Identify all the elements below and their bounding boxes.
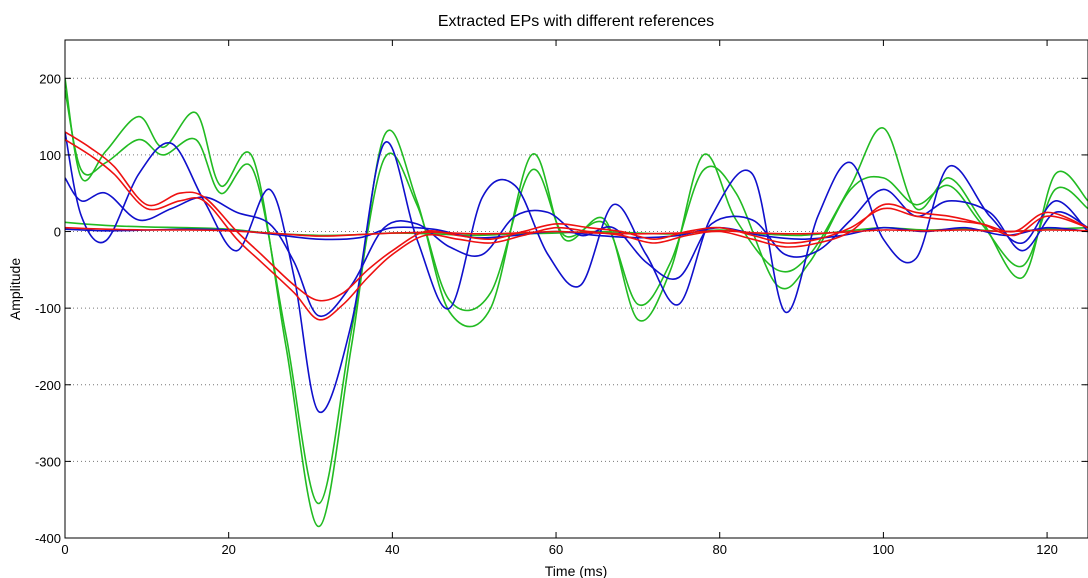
x-tick-label: 60 <box>549 542 563 557</box>
x-tick-label: 100 <box>873 542 895 557</box>
y-tick-label: -300 <box>35 454 61 469</box>
series-line-red-7 <box>65 138 1088 321</box>
y-tick-label: -200 <box>35 378 61 393</box>
y-tick-label: 200 <box>39 71 61 86</box>
x-tick-label: 40 <box>385 542 399 557</box>
series-line-blue-4 <box>65 131 1088 414</box>
y-tick-label: -400 <box>35 531 61 546</box>
x-tick-label: 20 <box>221 542 235 557</box>
plot-frame <box>64 39 1088 539</box>
chart-title: Extracted EPs with different references <box>438 13 714 30</box>
series-line-green-1 <box>65 78 1088 528</box>
y-tick-label: 0 <box>54 225 61 240</box>
series-line-green-2 <box>65 89 1088 505</box>
series-line-red-9 <box>65 226 1088 237</box>
series-line-red-8 <box>65 131 1088 302</box>
y-tick-label: 100 <box>39 148 61 163</box>
x-axis-label: Time (ms) <box>545 563 607 578</box>
y-axis-label: Amplitude <box>7 258 23 320</box>
series-layer <box>65 78 1088 528</box>
x-tick-label: 80 <box>712 542 726 557</box>
x-tick-label: 0 <box>61 542 68 557</box>
x-tick-label: 120 <box>1036 542 1058 557</box>
y-tick-label: -100 <box>35 301 61 316</box>
